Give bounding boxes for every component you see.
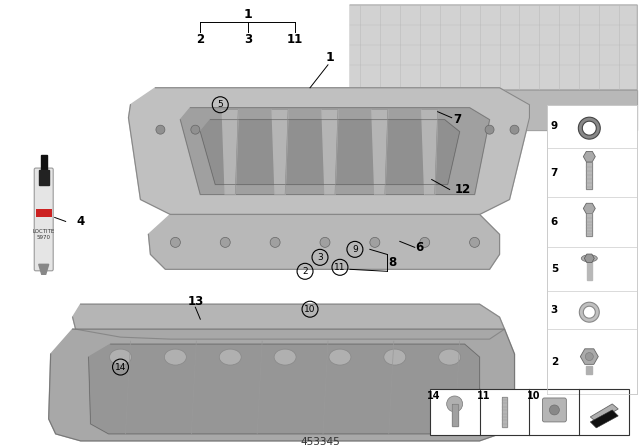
Polygon shape [583, 151, 595, 162]
Polygon shape [72, 304, 504, 339]
FancyBboxPatch shape [34, 168, 53, 271]
Ellipse shape [220, 349, 241, 365]
Polygon shape [590, 410, 618, 428]
Bar [547, 105, 637, 394]
Text: 5: 5 [218, 100, 223, 109]
Ellipse shape [164, 349, 186, 365]
Text: 1: 1 [326, 52, 334, 65]
Circle shape [420, 237, 429, 247]
Circle shape [586, 353, 593, 361]
Circle shape [370, 237, 380, 247]
Text: 14: 14 [427, 391, 440, 401]
Polygon shape [586, 366, 592, 374]
Ellipse shape [274, 349, 296, 365]
Polygon shape [41, 155, 47, 175]
Text: 9: 9 [352, 245, 358, 254]
Text: 2: 2 [196, 34, 204, 47]
Circle shape [170, 237, 180, 247]
Polygon shape [586, 162, 592, 189]
Text: 4: 4 [77, 215, 84, 228]
Circle shape [220, 237, 230, 247]
Text: 7: 7 [550, 168, 558, 177]
Ellipse shape [329, 349, 351, 365]
Text: 3: 3 [244, 34, 252, 47]
Circle shape [447, 396, 463, 412]
Polygon shape [272, 110, 288, 194]
Polygon shape [39, 169, 49, 185]
Polygon shape [502, 397, 507, 427]
Text: 3: 3 [551, 305, 558, 315]
Polygon shape [129, 88, 529, 215]
Text: 2: 2 [302, 267, 308, 276]
Text: 1: 1 [244, 9, 253, 22]
Circle shape [485, 125, 494, 134]
Bar [36, 210, 52, 217]
Polygon shape [322, 110, 338, 194]
Text: 10: 10 [304, 305, 316, 314]
Polygon shape [200, 120, 460, 185]
Circle shape [270, 237, 280, 247]
Polygon shape [580, 349, 598, 364]
Text: 9: 9 [551, 121, 558, 131]
Ellipse shape [109, 349, 131, 365]
Polygon shape [222, 110, 238, 194]
Text: 12: 12 [454, 183, 471, 196]
Polygon shape [49, 329, 515, 441]
Text: 6: 6 [551, 217, 558, 228]
Bar [429, 389, 629, 435]
Polygon shape [584, 254, 595, 263]
Polygon shape [586, 213, 592, 237]
Polygon shape [583, 203, 595, 214]
Ellipse shape [581, 255, 597, 262]
Polygon shape [590, 404, 618, 422]
Text: 7: 7 [454, 113, 461, 126]
Text: 13: 13 [187, 295, 204, 308]
Text: 3: 3 [317, 253, 323, 262]
Circle shape [320, 237, 330, 247]
Circle shape [156, 125, 165, 134]
Text: 6: 6 [415, 241, 424, 254]
Polygon shape [452, 404, 458, 426]
Polygon shape [88, 344, 479, 434]
Circle shape [510, 125, 519, 134]
Text: 2: 2 [551, 357, 558, 366]
Polygon shape [490, 90, 637, 129]
Text: 14: 14 [115, 362, 126, 371]
Ellipse shape [384, 349, 406, 365]
Ellipse shape [438, 349, 461, 365]
Polygon shape [587, 258, 592, 280]
Polygon shape [148, 215, 500, 269]
Text: 5: 5 [551, 264, 558, 274]
Circle shape [470, 237, 479, 247]
Circle shape [549, 405, 559, 415]
Circle shape [191, 125, 200, 134]
Text: 453345: 453345 [300, 437, 340, 447]
Text: 11: 11 [477, 391, 490, 401]
Polygon shape [422, 110, 438, 194]
Polygon shape [39, 264, 49, 274]
Text: 8: 8 [388, 256, 397, 269]
Polygon shape [372, 110, 388, 194]
Text: LOCTITE
5970: LOCTITE 5970 [33, 229, 55, 240]
Polygon shape [350, 5, 637, 100]
Text: 11: 11 [334, 263, 346, 272]
Text: 10: 10 [527, 391, 540, 401]
Polygon shape [180, 108, 490, 194]
FancyBboxPatch shape [543, 398, 566, 422]
Text: 11: 11 [287, 34, 303, 47]
